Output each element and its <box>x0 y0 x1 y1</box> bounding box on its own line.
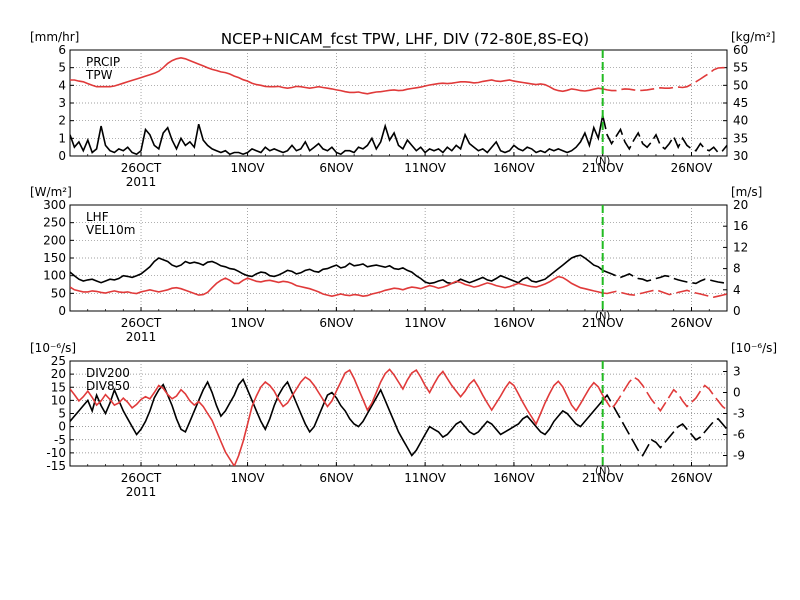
x-tick-label: 16NOV <box>493 471 535 485</box>
series-line-div850 <box>70 368 604 466</box>
y-left-tick-label: -10 <box>46 446 66 460</box>
y-left-tick-label: 250 <box>43 216 66 230</box>
y-left-tick-label: 200 <box>43 233 66 247</box>
y-left-tick-label: 0 <box>58 149 66 163</box>
y-left-tick-label: 25 <box>51 354 66 368</box>
y-left-axis-label: [10⁻⁶/s] <box>30 341 76 355</box>
legend-entry: DIV850 <box>86 379 130 393</box>
y-left-tick-label: 0 <box>58 304 66 318</box>
x-year-label: 2011 <box>126 330 157 344</box>
y-right-tick-label: 16 <box>733 219 748 233</box>
y-left-tick-label: 2 <box>58 114 66 128</box>
x-tick-label: 11NOV <box>404 316 446 330</box>
x-tick-label: 21NOV <box>582 471 624 485</box>
x-tick-label: 6NOV <box>319 316 354 330</box>
y-left-tick-label: 6 <box>58 43 66 57</box>
y-left-tick-label: 5 <box>58 61 66 75</box>
y-right-tick-label: 50 <box>733 78 748 92</box>
x-tick-label: 6NOV <box>319 471 354 485</box>
y-left-tick-label: 5 <box>58 407 66 421</box>
x-tick-label: 26OCT <box>121 161 162 175</box>
series-line-forecast-div850 <box>602 376 727 413</box>
x-tick-label: 1NOV <box>231 471 266 485</box>
y-left-tick-label: 10 <box>51 393 66 407</box>
y-right-tick-label: 45 <box>733 96 748 110</box>
panel-bottom: 26OCT 1NOV 6NOV 11NOV 16NOV 21NOV 26NOV 2011 -15… <box>30 341 777 499</box>
y-left-tick-label: -5 <box>54 433 66 447</box>
y-left-tick-label: 100 <box>43 269 66 283</box>
series-line-lhf <box>70 254 604 285</box>
series-line-forecast-tpw <box>602 66 727 92</box>
y-right-tick-label: 0 <box>733 304 741 318</box>
y-right-tick-label: 35 <box>733 131 748 145</box>
series-line-prcip <box>70 115 604 156</box>
legend-entry: VEL10m <box>86 223 135 237</box>
x-tick-label: 26NOV <box>671 161 713 175</box>
y-left-tick-label: 0 <box>58 420 66 434</box>
series-line-div200 <box>70 377 604 457</box>
y-left-tick-label: 15 <box>51 380 66 394</box>
y-right-axis-label: [m/s] <box>731 185 762 199</box>
x-tick-label: 26NOV <box>671 471 713 485</box>
legend-entry: LHF <box>86 210 109 224</box>
x-tick-label: 11NOV <box>404 471 446 485</box>
x-tick-label: 16NOV <box>493 161 535 175</box>
y-right-tick-label: -3 <box>733 407 745 421</box>
figure-title: NCEP+NICAM_fcst TPW, LHF, DIV (72-80E,8S… <box>221 30 589 49</box>
x-year-label: 2011 <box>126 175 157 189</box>
legend-entry: TPW <box>85 68 113 82</box>
y-left-tick-label: 20 <box>51 367 66 381</box>
y-right-tick-label: 8 <box>733 262 741 276</box>
x-tick-label: 26OCT <box>121 316 162 330</box>
y-left-tick-label: 300 <box>43 198 66 212</box>
x-tick-label: 1NOV <box>231 161 266 175</box>
forecast-marker-label: (N) <box>595 311 610 322</box>
y-left-tick-label: -15 <box>46 459 66 473</box>
y-right-tick-label: -6 <box>733 428 745 442</box>
y-right-tick-label: 40 <box>733 114 748 128</box>
x-tick-label: 21NOV <box>582 161 624 175</box>
legend-entry: DIV200 <box>86 366 130 380</box>
forecast-marker-label: (N) <box>595 156 610 167</box>
legend-entry: PRCIP <box>86 55 120 69</box>
x-tick-label: 21NOV <box>582 316 624 330</box>
y-right-tick-label: 3 <box>733 365 741 379</box>
panel-middle: 26OCT 1NOV 6NOV 11NOV 16NOV 21NOV 26NOV 2011 0 50… <box>30 185 762 344</box>
y-left-tick-label: 1 <box>58 131 66 145</box>
series-line-forecast-vel10m <box>602 288 727 299</box>
forecast-marker-label: (N) <box>595 466 610 477</box>
y-right-tick-label: 60 <box>733 43 748 57</box>
x-year-label: 2011 <box>126 485 157 499</box>
y-left-tick-label: 4 <box>58 78 66 92</box>
y-left-tick-label: 150 <box>43 251 66 265</box>
y-right-tick-label: 4 <box>733 283 741 297</box>
y-right-tick-label: 0 <box>733 386 741 400</box>
series-line-forecast-lhf <box>602 269 727 285</box>
x-tick-label: 26OCT <box>121 471 162 485</box>
x-tick-label: 26NOV <box>671 316 713 330</box>
x-tick-label: 1NOV <box>231 316 266 330</box>
y-left-tick-label: 3 <box>58 96 66 110</box>
x-tick-label: 6NOV <box>319 161 354 175</box>
y-right-axis-label: [10⁻⁶/s] <box>731 341 777 355</box>
y-right-tick-label: 20 <box>733 198 748 212</box>
y-left-axis-label: [W/m²] <box>30 185 72 199</box>
y-right-tick-label: 55 <box>733 61 748 75</box>
y-right-tick-label: 30 <box>733 149 748 163</box>
series-line-tpw <box>70 56 603 95</box>
y-left-tick-label: 50 <box>51 286 66 300</box>
y-right-tick-label: 12 <box>733 240 748 254</box>
x-tick-label: 11NOV <box>404 161 446 175</box>
panel-top: 26OCT 1NOV 6NOV 11NOV 16NOV 21NOV 26NOV 2011 0 1 2… <box>30 30 775 189</box>
series-line-vel10m <box>70 275 603 298</box>
y-right-axis-label: [kg/m²] <box>731 30 775 44</box>
y-left-axis-label: [mm/hr] <box>30 30 79 44</box>
y-right-tick-label: -9 <box>733 449 745 463</box>
series-line-forecast-div200 <box>602 393 727 457</box>
x-tick-label: 16NOV <box>493 316 535 330</box>
series-line-forecast-prcip <box>601 115 727 154</box>
